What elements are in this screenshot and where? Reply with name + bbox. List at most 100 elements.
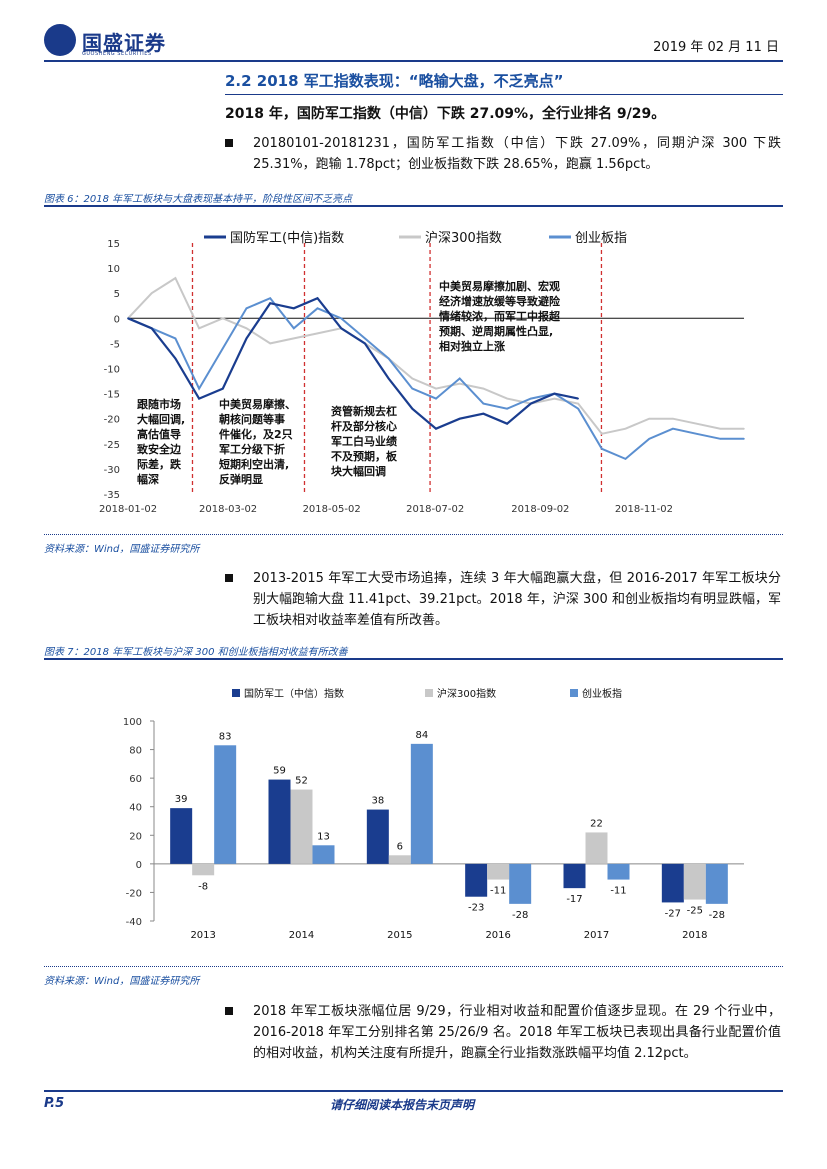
bar [192, 863, 215, 876]
bar-data-label: -11 [610, 886, 626, 897]
data-point [127, 317, 129, 320]
y-tick-label: 15 [107, 239, 120, 250]
y-tick-label: 0 [114, 314, 120, 325]
data-point [743, 437, 745, 440]
annotation-line: 反弹明显 [219, 472, 263, 486]
data-point [293, 327, 295, 330]
y-tick-label: -30 [104, 465, 120, 476]
logo-subtext: GUOSHENG SECURITIES [82, 51, 152, 57]
report-date: 2019 年 02 月 11 日 [653, 40, 779, 55]
annotation-line: 跟随市场 [137, 397, 181, 411]
bar-data-label: -23 [468, 903, 484, 914]
data-point [198, 397, 200, 400]
annotation-line: 短期利空出清, [219, 457, 289, 471]
x-tick-label: 2018-03-02 [199, 504, 257, 515]
data-point [435, 397, 437, 400]
data-point [364, 337, 366, 340]
bullet-text: 2013-2015 年军工大受市场追捧，连续 3 年大幅跑赢大盘，但 2016-… [253, 571, 781, 628]
bar [268, 779, 291, 864]
data-point [269, 297, 271, 300]
header-rule [44, 60, 783, 62]
data-point [601, 432, 603, 435]
bar [487, 863, 510, 880]
data-point [316, 307, 319, 310]
x-tick-label: 2018-11-02 [615, 504, 673, 515]
x-tick-label: 2017 [584, 930, 609, 941]
data-point [577, 402, 579, 405]
data-point [411, 407, 414, 410]
annotation-line: 不及预期，板 [331, 449, 398, 463]
series-line [127, 296, 579, 430]
annotation-line: 大幅回调, [137, 412, 185, 426]
data-point [364, 342, 366, 345]
legend-swatch [232, 689, 240, 697]
legend-label: 国防军工（中信）指数 [244, 687, 344, 700]
legend-label: 创业板指 [575, 231, 627, 246]
bar-data-label: -27 [665, 908, 681, 919]
annotation-line: 块大幅回调 [331, 464, 386, 478]
y-tick-label: -20 [104, 415, 120, 426]
bullet-paragraph-2: 2013-2015 年军工大受市场追捧，连续 3 年大幅跑赢大盘，但 2016-… [225, 568, 781, 631]
data-point [601, 448, 603, 450]
y-tick-label: 10 [107, 264, 120, 275]
figure-7-caption: 图表 7：2018 年军工板块与沪深 300 和创业板指相对收益有所改善 [44, 647, 348, 658]
data-point [221, 387, 224, 390]
figure-6-rule [44, 205, 783, 207]
figure-7-rule [44, 658, 783, 660]
y-tick-label: 20 [129, 831, 142, 842]
x-tick-label: 2015 [387, 930, 412, 941]
y-tick-label: 5 [114, 289, 120, 300]
data-point [411, 387, 414, 390]
x-tick-label: 2018 [682, 930, 707, 941]
data-point [340, 327, 343, 330]
footer-disclaimer: 请仔细阅读本报告末页声明 [330, 1098, 475, 1112]
data-point [648, 437, 651, 440]
data-point [648, 417, 651, 420]
y-tick-label: 80 [129, 746, 142, 757]
data-point [221, 317, 224, 320]
y-tick-label: 60 [129, 774, 142, 785]
data-point [245, 327, 248, 330]
annotation-line: 致安全边 [137, 442, 182, 456]
legend-swatch [570, 689, 578, 697]
annotation-line: 际差，跌 [137, 457, 182, 471]
y-tick-label: 40 [129, 803, 142, 814]
data-point [719, 427, 722, 430]
bar-data-label: 22 [590, 818, 603, 829]
figure-7-source-rule [44, 966, 783, 968]
logo-mark-icon [44, 24, 76, 56]
bar-data-label: -17 [566, 894, 582, 905]
data-point [695, 422, 698, 425]
data-point [435, 427, 437, 430]
bullet-paragraph-1: 20180101-20181231，国防军工指数（中信）下跌 27.09%，同期… [225, 133, 781, 175]
line-chart: 15 10 5 0 -5 -10 -15 -20 -25 -30 -35 2018-01-02 2018… [99, 230, 745, 515]
figure-7-source: 资料来源：Wind，国盛证券研究所 [44, 976, 200, 987]
y-tick-label: -5 [110, 339, 120, 350]
annotation-line: 杆及部分核心 [331, 419, 397, 433]
data-point [624, 458, 627, 460]
x-tick-label: 2016 [485, 930, 510, 941]
bar-data-label: -25 [687, 906, 703, 917]
annotation-line: 相对独立上涨 [439, 339, 505, 353]
data-point [743, 427, 745, 430]
legend-label: 创业板指 [582, 687, 622, 700]
annotation-line: 预期、逆周期属性凸显, [439, 324, 553, 338]
section-title: 2.2 2018 军工指数表现：“略输大盘，不乏亮点” [225, 72, 564, 90]
y-tick-label: 100 [123, 717, 142, 728]
annotation-line: 军工分级下折 [219, 442, 285, 456]
bar-data-label: 39 [175, 794, 188, 805]
bar-data-label: 13 [317, 831, 330, 842]
bar-data-label: -28 [709, 910, 725, 921]
data-point [174, 337, 177, 340]
data-point [198, 387, 200, 390]
legend-label: 沪深300指数 [437, 687, 496, 700]
page-number: P.5 [44, 1096, 65, 1111]
bar [312, 845, 335, 864]
bar [607, 863, 630, 880]
bar-data-label: 59 [273, 766, 286, 777]
data-point [245, 307, 248, 310]
footer-rule [44, 1090, 783, 1092]
